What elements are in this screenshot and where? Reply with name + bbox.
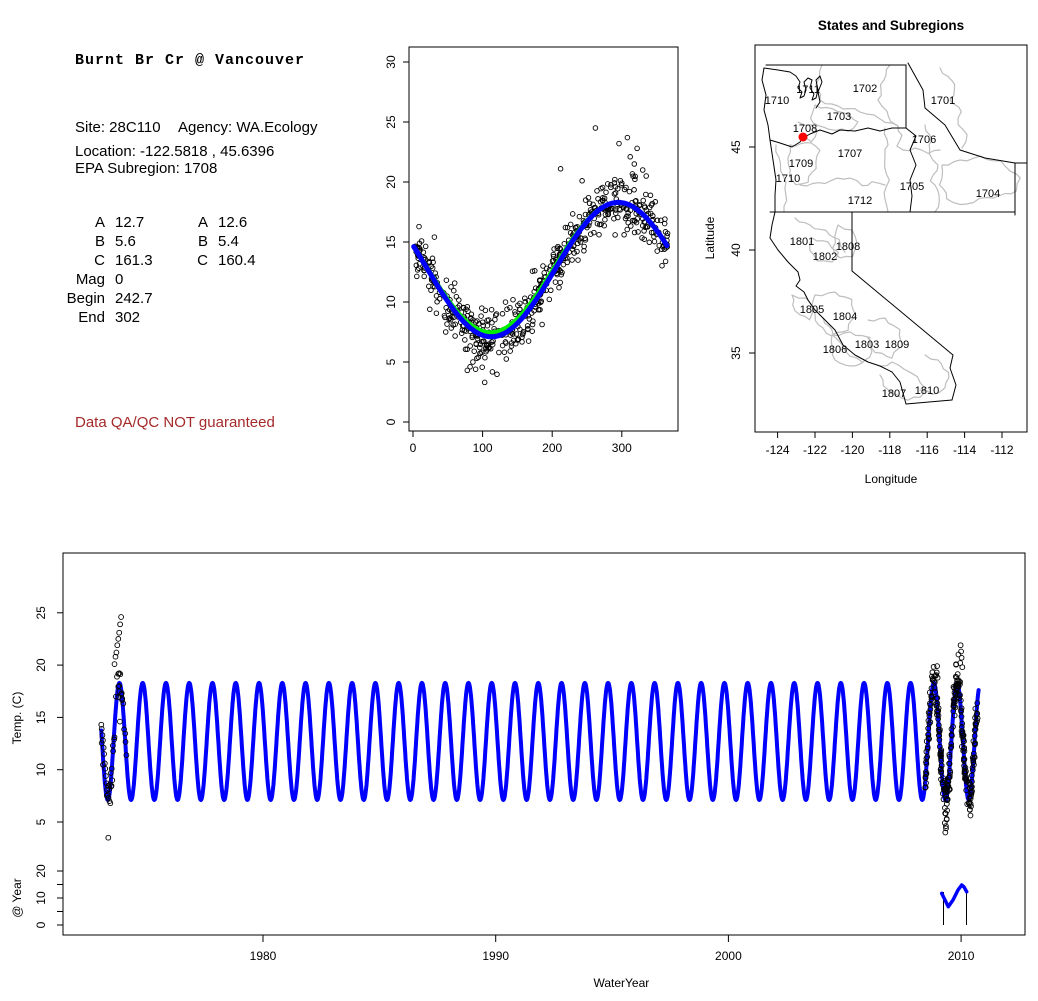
svg-text:1704: 1704 bbox=[976, 188, 1000, 200]
svg-text:@ Year: @ Year bbox=[10, 878, 24, 918]
seasonal-fit-plot: 0 100 200 300 0 5 10 15 20 25 30 bbox=[384, 46, 679, 455]
svg-text:1707: 1707 bbox=[838, 148, 862, 160]
svg-text:1805: 1805 bbox=[800, 304, 824, 316]
svg-text:0: 0 bbox=[34, 921, 48, 928]
svg-text:-114: -114 bbox=[953, 443, 976, 457]
svg-text:10: 10 bbox=[384, 295, 398, 309]
svg-text:1801: 1801 bbox=[790, 236, 814, 248]
svg-text:10: 10 bbox=[34, 891, 48, 905]
svg-text:1701: 1701 bbox=[931, 95, 955, 107]
svg-text:1806: 1806 bbox=[823, 344, 847, 356]
svg-text:40: 40 bbox=[729, 243, 743, 257]
svg-text:100: 100 bbox=[473, 441, 493, 455]
param-row: B 5.4 bbox=[197, 233, 239, 250]
agency: Agency: WA.Ecology bbox=[177, 119, 318, 136]
svg-text:15: 15 bbox=[34, 710, 48, 724]
states-subregions-map: States and Subregions 1710 1711 1702 1701 170… bbox=[703, 18, 1028, 486]
svg-text:1703: 1703 bbox=[827, 111, 851, 123]
svg-text:WaterYear: WaterYear bbox=[593, 976, 649, 990]
site-agency-line: Site: 28C110 Agency: WA.Ecology bbox=[75, 119, 317, 136]
svg-text:5: 5 bbox=[34, 818, 48, 825]
location-line: Location: -122.5818 , 45.6396 bbox=[75, 143, 275, 160]
svg-text:300: 300 bbox=[612, 441, 632, 455]
svg-text:0: 0 bbox=[384, 418, 398, 425]
qa-warning-text: Data QA/QC NOT guaranteed bbox=[75, 414, 275, 431]
svg-text:1709: 1709 bbox=[789, 158, 813, 170]
epa-subregion-line: EPA Subregion: 1708 bbox=[75, 160, 218, 177]
svg-text:-116: -116 bbox=[916, 443, 939, 457]
svg-text:1710: 1710 bbox=[765, 95, 789, 107]
time-series-plot: 1980 1990 2000 2010 5 10 15 20 25 0 10 20 WaterYear T… bbox=[10, 552, 1026, 990]
svg-text:5: 5 bbox=[384, 358, 398, 365]
param-row: Mag 0 bbox=[75, 271, 124, 288]
param-row: C 161.3 bbox=[94, 252, 153, 269]
svg-text:States and Subregions: States and Subregions bbox=[818, 18, 964, 33]
svg-text:1990: 1990 bbox=[482, 949, 509, 963]
svg-text:-122: -122 bbox=[803, 443, 827, 457]
svg-text:1802: 1802 bbox=[813, 251, 837, 263]
svg-text:1706: 1706 bbox=[912, 134, 936, 146]
svg-text:20: 20 bbox=[384, 175, 398, 189]
param-row: A 12.6 bbox=[197, 214, 248, 231]
param-row: End 302 bbox=[78, 309, 141, 326]
fit-params-column-2: A 12.6 B 5.4 C 160.4 bbox=[148, 213, 256, 270]
svg-text:Temp. (C): Temp. (C) bbox=[10, 692, 24, 745]
svg-text:10: 10 bbox=[34, 763, 48, 777]
page-title: Burnt Br Cr @ Vancouver bbox=[75, 52, 306, 69]
svg-text:1705: 1705 bbox=[900, 181, 924, 193]
fit-params-column-1: A 12.7 B 5.6 C 161.3 Mag 0 Begin 242.7 End 302 bbox=[53, 213, 153, 327]
svg-text:15: 15 bbox=[384, 235, 398, 249]
param-row: B 5.6 bbox=[94, 233, 136, 250]
svg-text:20: 20 bbox=[34, 658, 48, 672]
svg-text:-112: -112 bbox=[990, 443, 1013, 457]
param-row: C 160.4 bbox=[197, 252, 256, 269]
svg-text:35: 35 bbox=[729, 346, 743, 360]
svg-text:20: 20 bbox=[34, 864, 48, 878]
svg-text:1712: 1712 bbox=[848, 195, 872, 207]
svg-text:25: 25 bbox=[384, 115, 398, 129]
svg-text:45: 45 bbox=[729, 140, 743, 154]
svg-text:Latitude: Latitude bbox=[703, 216, 717, 259]
svg-text:25: 25 bbox=[34, 606, 48, 620]
svg-text:1803: 1803 bbox=[855, 339, 879, 351]
param-row: A 12.7 bbox=[94, 214, 145, 231]
svg-text:1711: 1711 bbox=[796, 84, 820, 96]
svg-text:1804: 1804 bbox=[833, 311, 857, 323]
svg-text:200: 200 bbox=[542, 441, 562, 455]
svg-text:-118: -118 bbox=[878, 443, 901, 457]
svg-text:2000: 2000 bbox=[715, 949, 742, 963]
svg-text:2010: 2010 bbox=[948, 949, 975, 963]
svg-text:30: 30 bbox=[384, 55, 398, 69]
svg-text:1807: 1807 bbox=[882, 388, 906, 400]
svg-text:-124: -124 bbox=[766, 443, 790, 457]
svg-text:1810: 1810 bbox=[915, 385, 939, 397]
svg-text:1980: 1980 bbox=[250, 949, 277, 963]
svg-text:0: 0 bbox=[410, 441, 417, 455]
site-id: Site: 28C110 bbox=[75, 119, 161, 136]
svg-text:1708: 1708 bbox=[793, 123, 817, 135]
param-row: Begin 242.7 bbox=[66, 290, 153, 307]
svg-text:1808: 1808 bbox=[836, 241, 860, 253]
svg-text:1710: 1710 bbox=[776, 173, 800, 185]
svg-text:1702: 1702 bbox=[853, 83, 877, 95]
svg-text:1809: 1809 bbox=[885, 339, 909, 351]
svg-text:-120: -120 bbox=[840, 443, 864, 457]
svg-text:Longitude: Longitude bbox=[865, 472, 918, 486]
